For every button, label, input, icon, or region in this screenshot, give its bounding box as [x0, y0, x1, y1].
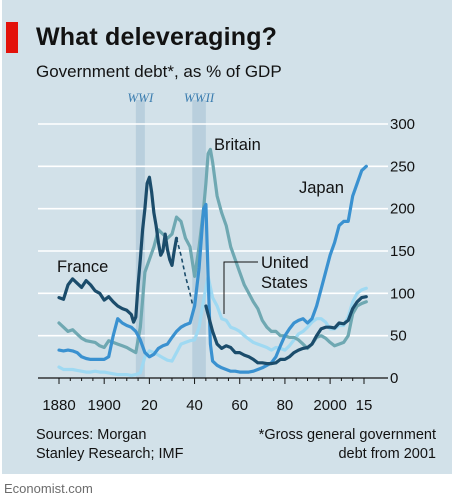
x-tick-label-80: 80 — [277, 397, 294, 414]
series-line-france — [57, 175, 179, 324]
x-axis-labels: 1880 1900 20 40 60 80 2000 15 — [42, 397, 372, 414]
series-lines — [57, 147, 368, 378]
x-tick-label-60: 60 — [231, 397, 248, 414]
x-tick-label-15: 15 — [356, 397, 373, 414]
y-axis-labels: 0 50 100 150 200 250 300 — [390, 116, 415, 387]
x-axis-ticks — [58, 378, 365, 384]
footnote: *Gross general government debt from 2001 — [258, 427, 436, 462]
y-tick-label-100: 100 — [390, 285, 415, 302]
series-annotations: France Britain Japan United States — [57, 136, 344, 314]
label-france-line-1: France — [57, 258, 108, 276]
war-band-label-wwi: WWI — [127, 90, 154, 105]
united-states-leader-line — [223, 261, 258, 314]
x-tick-label-40: 40 — [186, 397, 203, 414]
series-line-united-states — [57, 274, 368, 378]
y-tick-label-150: 150 — [390, 243, 415, 260]
y-tick-label-300: 300 — [390, 116, 415, 133]
sources-note: Sources: Morgan Stanley Research; IMF — [36, 427, 184, 462]
chart-title: What deleveraging? — [36, 23, 278, 51]
label-britain-line-1: Britain — [214, 136, 261, 154]
label-united-states-line-2: States — [261, 274, 308, 292]
series-line-france-postwar — [204, 295, 368, 366]
series-line-japan — [57, 164, 368, 374]
label-france: France — [57, 258, 108, 276]
x-tick-label-1900: 1900 — [87, 397, 120, 414]
war-band-label-wwii: WWII — [184, 90, 215, 105]
chart-subtitle: Government debt*, as % of GDP — [36, 62, 282, 81]
y-tick-label-250: 250 — [390, 158, 415, 175]
label-united-states: United States — [261, 254, 309, 292]
brand-accent-bar — [6, 22, 18, 53]
label-britain: Britain — [214, 136, 261, 154]
label-japan: Japan — [299, 179, 344, 197]
publisher-credit: Economist.com — [4, 481, 93, 496]
x-tick-label-2000: 2000 — [313, 397, 346, 414]
label-japan-line-1: Japan — [299, 179, 344, 197]
x-tick-label-1880: 1880 — [42, 397, 75, 414]
label-united-states-line-1: United — [261, 254, 309, 272]
y-tick-label-50: 50 — [390, 328, 407, 345]
x-tick-label-20: 20 — [141, 397, 158, 414]
y-tick-label-0: 0 — [390, 370, 398, 387]
y-tick-label-200: 200 — [390, 201, 415, 218]
